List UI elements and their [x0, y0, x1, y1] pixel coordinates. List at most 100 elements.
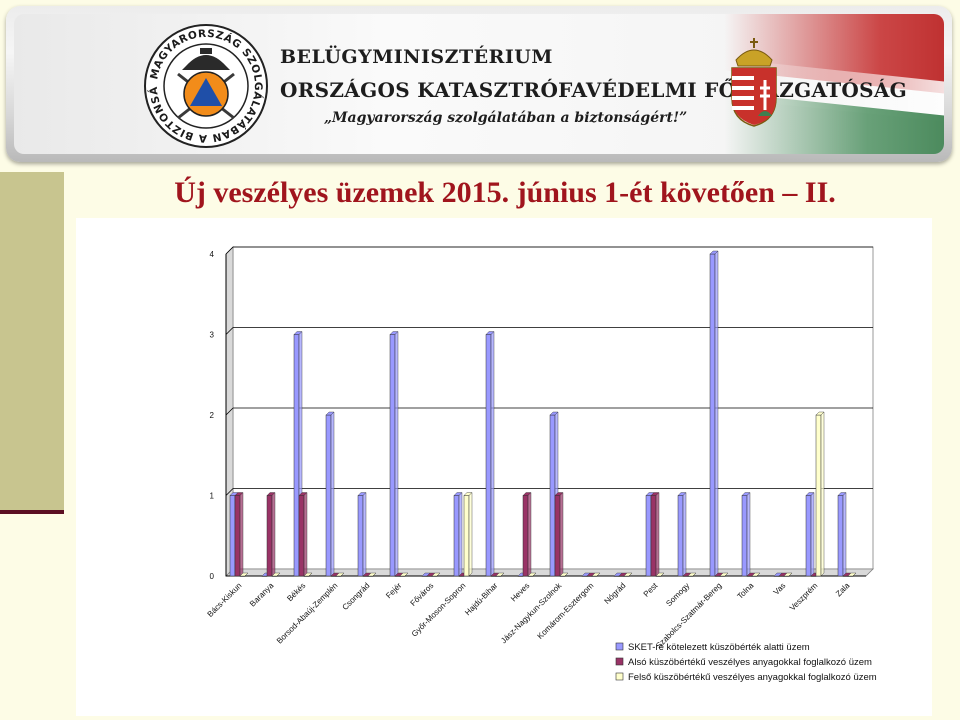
- bar-side: [458, 492, 463, 577]
- bar-front: [357, 495, 364, 577]
- bar-side: [596, 572, 601, 577]
- bar: [805, 492, 815, 577]
- chart-panel: 0 1 2 3 4 Bács-Kiskun Baranya Békés Borsod-Abaúj…: [76, 218, 932, 716]
- bar-side: [362, 492, 367, 577]
- gridline-depth: [225, 327, 234, 335]
- bar: [591, 572, 601, 577]
- bar: [650, 492, 660, 577]
- bar-front: [650, 495, 657, 577]
- bar: [522, 492, 532, 577]
- bar: [847, 572, 857, 577]
- bar-front: [741, 495, 748, 577]
- bar: [298, 492, 308, 577]
- legend-swatch: [615, 672, 624, 681]
- legend-label: Alsó küszöbértékű veszélyes anyagokkal f…: [628, 657, 872, 668]
- bar-front: [815, 414, 822, 577]
- bar: [389, 331, 399, 577]
- bar: [463, 492, 473, 577]
- bar-front: [266, 495, 273, 577]
- bar: [623, 572, 633, 577]
- y-tick-label: 2: [210, 411, 215, 420]
- y-tick-label: 3: [210, 331, 215, 340]
- bar-side: [810, 492, 815, 577]
- bar-side: [527, 492, 532, 577]
- gridline-depth: [225, 488, 234, 496]
- bar-front: [645, 495, 652, 577]
- bar-side: [756, 572, 761, 577]
- legend-swatch: [615, 642, 624, 651]
- bar-side: [276, 572, 281, 577]
- category-label: Somogy: [664, 581, 691, 608]
- bar: [719, 572, 729, 577]
- bar: [234, 492, 244, 577]
- bar: [655, 572, 665, 577]
- bar-front: [485, 334, 492, 577]
- side-decoration-bar: [0, 510, 64, 514]
- gridline-depth: [225, 407, 234, 416]
- bar-side: [724, 572, 729, 577]
- bar: [239, 572, 249, 577]
- bar-side: [655, 492, 660, 577]
- bar-side: [852, 572, 857, 577]
- bar-side: [820, 411, 825, 577]
- category-label: Tolna: [736, 581, 756, 601]
- legend-label: SKET-re kötelezett küszöbérték alatti üz…: [628, 642, 810, 653]
- category-label: Hajdú-Bihar: [463, 581, 499, 617]
- bar: [431, 572, 441, 577]
- bar-side: [660, 572, 665, 577]
- chart-legend: SKET-re kötelezett küszöbérték alatti üz…: [615, 642, 877, 683]
- bar: [815, 411, 825, 577]
- category-label: Komárom-Esztergom: [536, 581, 596, 641]
- bar-front: [325, 414, 332, 577]
- bar: [751, 572, 761, 577]
- category-label: Győr-Moson-Sopron: [410, 581, 468, 639]
- bar: [554, 492, 564, 577]
- bar-front: [805, 495, 812, 577]
- org-name-directorate: ORSZÁGOS KATASZTRÓFAVÉDELMI FŐIGAZGATÓSÁ…: [280, 78, 908, 102]
- category-label: Bács-Kiskun: [206, 581, 244, 619]
- bar-front: [298, 495, 305, 577]
- bar-side: [628, 572, 633, 577]
- category-label: Heves: [509, 581, 531, 603]
- category-label: Szabolcs-Szatmár-Bereg: [654, 581, 723, 650]
- bar: [485, 331, 495, 577]
- category-label: Veszprém: [788, 581, 820, 613]
- category-label: Jász-Nagykun-Szolnok: [499, 580, 564, 645]
- bar-side: [559, 492, 564, 577]
- bar-side: [239, 492, 244, 577]
- bar: [266, 492, 276, 577]
- bar-side: [746, 492, 751, 577]
- bar-side: [500, 572, 505, 577]
- bar-side: [330, 411, 335, 577]
- y-tick-label: 1: [210, 492, 215, 501]
- gridline-depth: [225, 246, 234, 255]
- bar-side: [308, 572, 313, 577]
- bar-front: [709, 253, 716, 577]
- bar: [687, 572, 697, 577]
- bar-side: [271, 492, 276, 577]
- category-label: Nógrád: [602, 581, 627, 606]
- category-label: Fejér: [384, 581, 403, 600]
- slide-title: Új veszélyes üzemek 2015. június 1-ét kö…: [174, 176, 836, 209]
- bar-front: [453, 495, 460, 577]
- bar: [559, 572, 569, 577]
- bar: [271, 572, 281, 577]
- category-label: Baranya: [248, 581, 276, 609]
- bar-front: [293, 334, 300, 577]
- hungarian-coat-of-arms-icon: [731, 38, 777, 127]
- bar: [677, 492, 687, 577]
- category-label: Pest: [642, 581, 660, 599]
- bar: [325, 411, 335, 577]
- org-name-ministry: BELÜGYMINISZTÉRIUM: [280, 46, 553, 68]
- y-tick-label: 4: [210, 250, 215, 259]
- bar-front: [677, 495, 684, 577]
- bar: [709, 250, 719, 577]
- side-decoration-box: [0, 172, 64, 510]
- bar-side: [404, 572, 409, 577]
- category-label: Zala: [834, 581, 852, 599]
- header-banner: MAGYARORSZÁG SZOLGÁLATÁBAN A BIZTONSÁGÉR…: [6, 6, 952, 162]
- category-label: Borsod-Abaúj-Zemplén: [275, 581, 340, 646]
- bar-front: [234, 495, 241, 577]
- bar-side: [692, 572, 697, 577]
- bar-side: [340, 572, 345, 577]
